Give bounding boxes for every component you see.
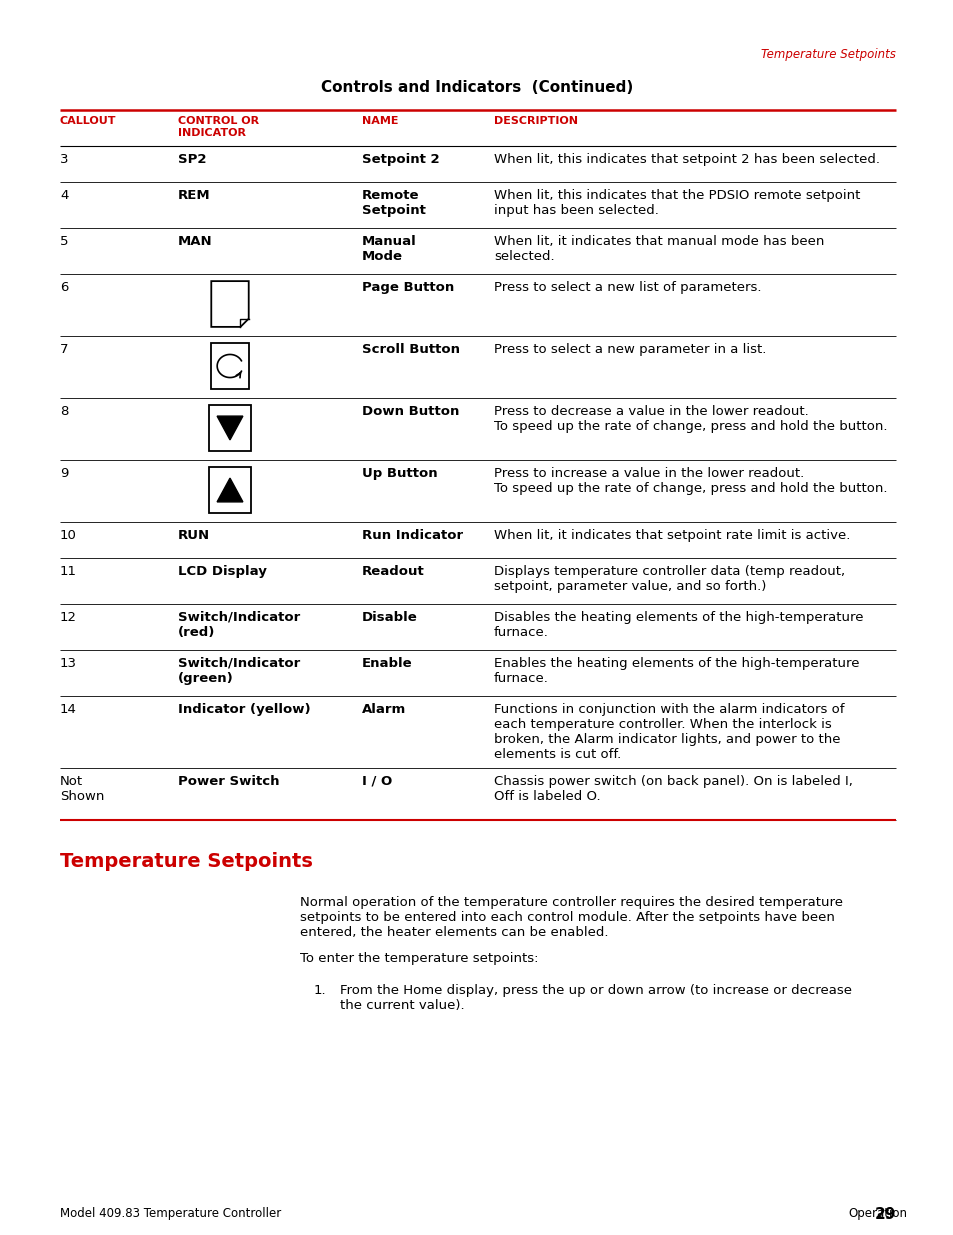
Text: 29: 29: [874, 1207, 895, 1221]
Polygon shape: [217, 478, 243, 501]
Text: Indicator (yellow): Indicator (yellow): [178, 703, 311, 716]
Text: Not
Shown: Not Shown: [60, 776, 104, 803]
Text: 11: 11: [60, 564, 77, 578]
Text: CONTROL OR
INDICATOR: CONTROL OR INDICATOR: [178, 116, 259, 137]
Text: Displays temperature controller data (temp readout,
setpoint, parameter value, a: Displays temperature controller data (te…: [494, 564, 844, 593]
Text: When lit, this indicates that the PDSIO remote setpoint
input has been selected.: When lit, this indicates that the PDSIO …: [494, 189, 860, 217]
Text: Disable: Disable: [361, 611, 417, 624]
Text: Setpoint 2: Setpoint 2: [361, 153, 439, 165]
Text: 14: 14: [60, 703, 77, 716]
Text: Alarm: Alarm: [361, 703, 406, 716]
Text: Normal operation of the temperature controller requires the desired temperature
: Normal operation of the temperature cont…: [299, 897, 842, 939]
Text: Press to increase a value in the lower readout.
To speed up the rate of change, : Press to increase a value in the lower r…: [494, 467, 886, 495]
Text: LCD Display: LCD Display: [178, 564, 267, 578]
Text: 9: 9: [60, 467, 69, 480]
Text: DESCRIPTION: DESCRIPTION: [494, 116, 578, 126]
Text: Model 409.83 Temperature Controller: Model 409.83 Temperature Controller: [60, 1207, 281, 1220]
FancyBboxPatch shape: [209, 405, 251, 451]
Text: Disables the heating elements of the high-temperature
furnace.: Disables the heating elements of the hig…: [494, 611, 862, 638]
Text: 13: 13: [60, 657, 77, 671]
Text: Chassis power switch (on back panel). On is labeled I,
Off is labeled O.: Chassis power switch (on back panel). On…: [494, 776, 852, 803]
Text: Enables the heating elements of the high-temperature
furnace.: Enables the heating elements of the high…: [494, 657, 859, 685]
Text: Readout: Readout: [361, 564, 424, 578]
Text: Run Indicator: Run Indicator: [361, 529, 462, 542]
Text: From the Home display, press the up or down arrow (to increase or decrease
the c: From the Home display, press the up or d…: [339, 984, 851, 1011]
Text: SP2: SP2: [178, 153, 206, 165]
Text: 5: 5: [60, 235, 69, 248]
Text: 6: 6: [60, 282, 69, 294]
Text: 1.: 1.: [314, 984, 326, 997]
Text: Controls and Indicators  (Continued): Controls and Indicators (Continued): [320, 80, 633, 95]
Polygon shape: [217, 416, 243, 440]
Text: 8: 8: [60, 405, 69, 417]
Text: Switch/Indicator
(red): Switch/Indicator (red): [178, 611, 300, 638]
Text: MAN: MAN: [178, 235, 213, 248]
Text: Up Button: Up Button: [361, 467, 437, 480]
Text: I / O: I / O: [361, 776, 392, 788]
Text: When lit, it indicates that manual mode has been
selected.: When lit, it indicates that manual mode …: [494, 235, 823, 263]
Text: When lit, it indicates that setpoint rate limit is active.: When lit, it indicates that setpoint rat…: [494, 529, 849, 542]
Text: Temperature Setpoints: Temperature Setpoints: [60, 852, 313, 871]
Text: Press to select a new list of parameters.: Press to select a new list of parameters…: [494, 282, 760, 294]
Text: Scroll Button: Scroll Button: [361, 343, 459, 356]
Text: When lit, this indicates that setpoint 2 has been selected.: When lit, this indicates that setpoint 2…: [494, 153, 879, 165]
Text: Enable: Enable: [361, 657, 413, 671]
Text: CALLOUT: CALLOUT: [60, 116, 116, 126]
Text: 12: 12: [60, 611, 77, 624]
Text: 10: 10: [60, 529, 77, 542]
FancyBboxPatch shape: [211, 343, 249, 389]
Text: 3: 3: [60, 153, 69, 165]
Text: Manual
Mode: Manual Mode: [361, 235, 416, 263]
Text: Functions in conjunction with the alarm indicators of
each temperature controlle: Functions in conjunction with the alarm …: [494, 703, 843, 761]
Text: Press to decrease a value in the lower readout.
To speed up the rate of change, : Press to decrease a value in the lower r…: [494, 405, 886, 433]
Text: RUN: RUN: [178, 529, 210, 542]
Text: NAME: NAME: [361, 116, 398, 126]
Text: Remote
Setpoint: Remote Setpoint: [361, 189, 425, 217]
Text: 4: 4: [60, 189, 69, 203]
Text: 7: 7: [60, 343, 69, 356]
Text: To enter the temperature setpoints:: To enter the temperature setpoints:: [299, 952, 537, 965]
Text: Operation: Operation: [847, 1207, 906, 1220]
Text: Power Switch: Power Switch: [178, 776, 279, 788]
Text: Down Button: Down Button: [361, 405, 459, 417]
FancyBboxPatch shape: [209, 467, 251, 513]
Text: Temperature Setpoints: Temperature Setpoints: [760, 48, 895, 61]
Text: REM: REM: [178, 189, 211, 203]
Polygon shape: [211, 282, 249, 327]
Text: Switch/Indicator
(green): Switch/Indicator (green): [178, 657, 300, 685]
Text: Press to select a new parameter in a list.: Press to select a new parameter in a lis…: [494, 343, 765, 356]
Text: Page Button: Page Button: [361, 282, 454, 294]
